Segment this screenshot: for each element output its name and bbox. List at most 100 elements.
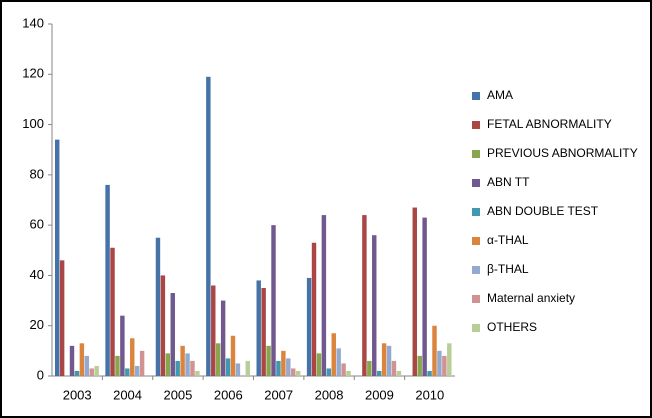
bar [417, 355, 422, 376]
legend-label: ABN DOUBLE TEST [487, 204, 599, 218]
y-tick-label: 100 [22, 116, 44, 131]
bar [220, 300, 226, 376]
bar [155, 237, 161, 376]
bar [326, 368, 332, 376]
y-tick-label: 0 [37, 367, 44, 382]
x-tick-label: 2010 [415, 387, 444, 402]
bar [271, 225, 276, 376]
y-tick-label: 120 [22, 66, 44, 81]
bar [331, 333, 336, 376]
legend-label: Maternal anxiety [487, 291, 575, 305]
bar [84, 355, 90, 376]
legend-label: OTHERS [487, 320, 537, 334]
bar [376, 370, 382, 376]
legend-label: ABN TT [487, 175, 530, 189]
x-tick-label: 2003 [63, 387, 92, 402]
bar [291, 368, 296, 376]
legend-swatch [472, 237, 480, 245]
bar [235, 363, 241, 376]
bar [432, 325, 437, 376]
legend-swatch [472, 295, 480, 303]
bar [139, 350, 145, 376]
bar [160, 275, 166, 376]
bar [341, 363, 346, 376]
bar [362, 215, 367, 376]
bar [391, 360, 397, 376]
bar [230, 335, 236, 376]
bar [175, 360, 180, 376]
bar [286, 358, 291, 376]
y-tick-label: 60 [30, 217, 44, 232]
bar [256, 280, 261, 376]
bar [105, 184, 110, 376]
legend-label: α-THAL [487, 233, 529, 247]
bar [427, 370, 432, 376]
bar [120, 315, 125, 376]
bar [311, 242, 317, 376]
bar [115, 355, 120, 376]
y-tick-label: 20 [30, 317, 44, 332]
x-tick-label: 2006 [214, 387, 243, 402]
bar [55, 139, 60, 376]
bar [79, 343, 85, 376]
bar [276, 360, 281, 376]
bar [295, 370, 301, 376]
legend-label: β-THAL [487, 262, 529, 276]
legend-swatch [472, 150, 480, 158]
bar [185, 353, 190, 376]
bar [437, 350, 442, 376]
bar [316, 353, 322, 376]
bar [447, 343, 452, 376]
bar [321, 215, 327, 376]
legend-label: AMA [487, 88, 513, 102]
bar [94, 365, 99, 376]
bar [130, 338, 135, 376]
bar [134, 365, 140, 376]
bar [211, 285, 216, 376]
legend-swatch [472, 324, 480, 332]
bar [180, 345, 185, 376]
bar [225, 358, 231, 376]
bar [125, 368, 130, 376]
x-tick-label: 2009 [365, 387, 394, 402]
legend-label: FETAL ABNORMALITY [487, 117, 612, 131]
bar [367, 360, 372, 376]
bar [386, 345, 392, 376]
x-tick-label: 2005 [163, 387, 192, 402]
bar [165, 353, 171, 376]
bar [422, 217, 427, 376]
bar [89, 368, 94, 376]
bar [306, 277, 312, 376]
y-tick-label: 80 [30, 166, 44, 181]
bar [170, 293, 175, 376]
bar [215, 343, 221, 376]
legend-swatch [472, 121, 480, 129]
bar [69, 345, 75, 376]
bar [336, 348, 341, 376]
bar [245, 360, 250, 376]
y-tick-label: 140 [22, 15, 44, 30]
bar [396, 370, 402, 376]
x-tick-label: 2008 [315, 387, 344, 402]
bar [412, 207, 417, 376]
bar [266, 345, 271, 376]
x-tick-label: 2007 [264, 387, 293, 402]
bar [372, 235, 377, 376]
legend-label: PREVIOUS ABNORMALITY [487, 146, 638, 160]
legend-swatch [472, 179, 480, 187]
bar [74, 370, 80, 376]
y-tick-label: 40 [30, 267, 44, 282]
legend-swatch [472, 92, 480, 100]
legend-swatch [472, 266, 480, 274]
bar [381, 343, 387, 376]
bar [346, 370, 351, 376]
x-tick-label: 2004 [113, 387, 142, 402]
bar [206, 76, 211, 377]
bar [195, 370, 200, 376]
bar [261, 288, 266, 376]
bar [442, 355, 447, 376]
bar [110, 247, 115, 376]
bar [59, 260, 65, 376]
bar [190, 360, 195, 376]
